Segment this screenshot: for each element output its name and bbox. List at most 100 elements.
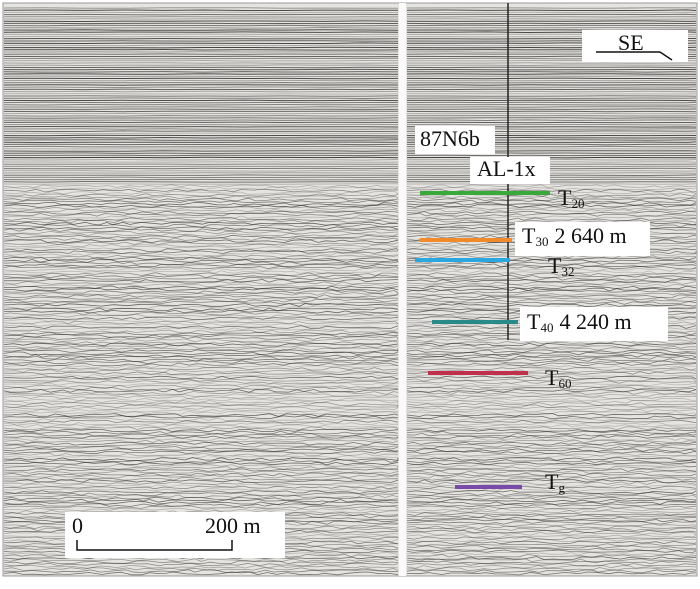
trace-row [3, 117, 697, 119]
trace-row [3, 402, 697, 406]
trace-row [3, 18, 697, 20]
trace-row [3, 24, 697, 27]
well-name-box [470, 157, 550, 184]
trace-row [3, 64, 697, 67]
trace-row [4, 507, 697, 512]
trace-row [4, 154, 697, 157]
trace-row [4, 95, 697, 97]
section-gap [399, 3, 406, 576]
trace-row [3, 68, 697, 71]
scale-end: 200 m [205, 513, 261, 538]
direction-arrow-head [659, 51, 673, 61]
trace-row [3, 152, 697, 155]
horizon-base: T [545, 469, 559, 494]
trace-row [3, 386, 697, 391]
trace-row [3, 364, 696, 369]
trace-row [3, 294, 696, 299]
trace-row [3, 123, 696, 126]
trace-row [3, 487, 697, 492]
trace-row [3, 90, 697, 93]
trace-row [3, 7, 697, 9]
trace-row [3, 498, 697, 503]
trace-row [3, 204, 697, 208]
trace-row [3, 505, 697, 510]
trace-row [3, 351, 697, 356]
trace-row [3, 388, 697, 393]
horizon-label-box [520, 307, 668, 341]
trace-row [3, 443, 697, 448]
horizon-sub: 20 [571, 196, 584, 211]
trace-row [3, 441, 697, 446]
trace-row [3, 26, 697, 29]
trace-row [3, 16, 696, 18]
trace-row [3, 380, 697, 384]
trace-row [3, 358, 697, 362]
trace-row [3, 88, 697, 91]
horizon-label: T30 2 640 m [522, 223, 627, 249]
trace-row [3, 20, 697, 23]
trace-row [3, 176, 697, 179]
trace-row [3, 128, 696, 130]
trace-row [4, 287, 697, 292]
trace-row [3, 496, 697, 501]
trace-row [3, 408, 697, 413]
trace-row [3, 208, 697, 213]
trace-row [3, 75, 697, 78]
trace-row [3, 97, 697, 100]
trace-row [3, 188, 697, 193]
trace-row [3, 366, 697, 371]
trace-row [3, 139, 697, 141]
horizon-base: T [522, 223, 536, 248]
horizon-depth: 4 240 m [559, 309, 631, 334]
trace-row [3, 174, 697, 177]
trace-row [3, 509, 697, 514]
trace-row [3, 66, 697, 69]
horizon-label: T32 [548, 253, 574, 279]
trace-row [3, 419, 697, 424]
trace-row [3, 130, 697, 133]
trace-row [3, 132, 697, 135]
scale-start: 0 [72, 513, 83, 538]
trace-row [3, 397, 697, 402]
trace-row [3, 562, 697, 567]
trace-row [3, 417, 697, 422]
trace-row [3, 114, 696, 117]
trace-row [3, 217, 697, 222]
horizon-label: T60 [545, 365, 571, 391]
trace-row [3, 9, 697, 11]
trace-row [3, 454, 697, 459]
trace-row [3, 395, 697, 400]
trace-row [3, 391, 697, 395]
horizon-base: T [545, 365, 559, 390]
trace-row [4, 92, 697, 95]
seismic-traces [3, 7, 697, 576]
trace-row [4, 470, 696, 475]
trace-row [3, 452, 697, 457]
trace-row [3, 479, 697, 483]
horizon-label-box [515, 222, 650, 256]
trace-row [3, 186, 697, 191]
trace-row [3, 468, 697, 472]
trace-row [3, 125, 697, 128]
trace-row [3, 450, 697, 455]
trace-row [3, 382, 697, 387]
direction-label: SE [618, 30, 644, 55]
trace-row [3, 281, 697, 285]
trace-row [3, 360, 697, 365]
trace-row [3, 119, 697, 122]
trace-row [3, 81, 696, 84]
trace-row [3, 121, 697, 124]
trace-row [3, 410, 697, 415]
trace-row [3, 437, 697, 442]
horizon-label: T20 [558, 185, 584, 211]
trace-row [3, 136, 697, 139]
trace-row [3, 73, 697, 75]
trace-row [3, 62, 697, 64]
trace-row [3, 490, 697, 494]
scale-bar [76, 540, 233, 551]
trace-row [3, 167, 697, 170]
trace-row [4, 161, 697, 163]
trace-row [3, 483, 697, 488]
trace-row [3, 199, 697, 204]
